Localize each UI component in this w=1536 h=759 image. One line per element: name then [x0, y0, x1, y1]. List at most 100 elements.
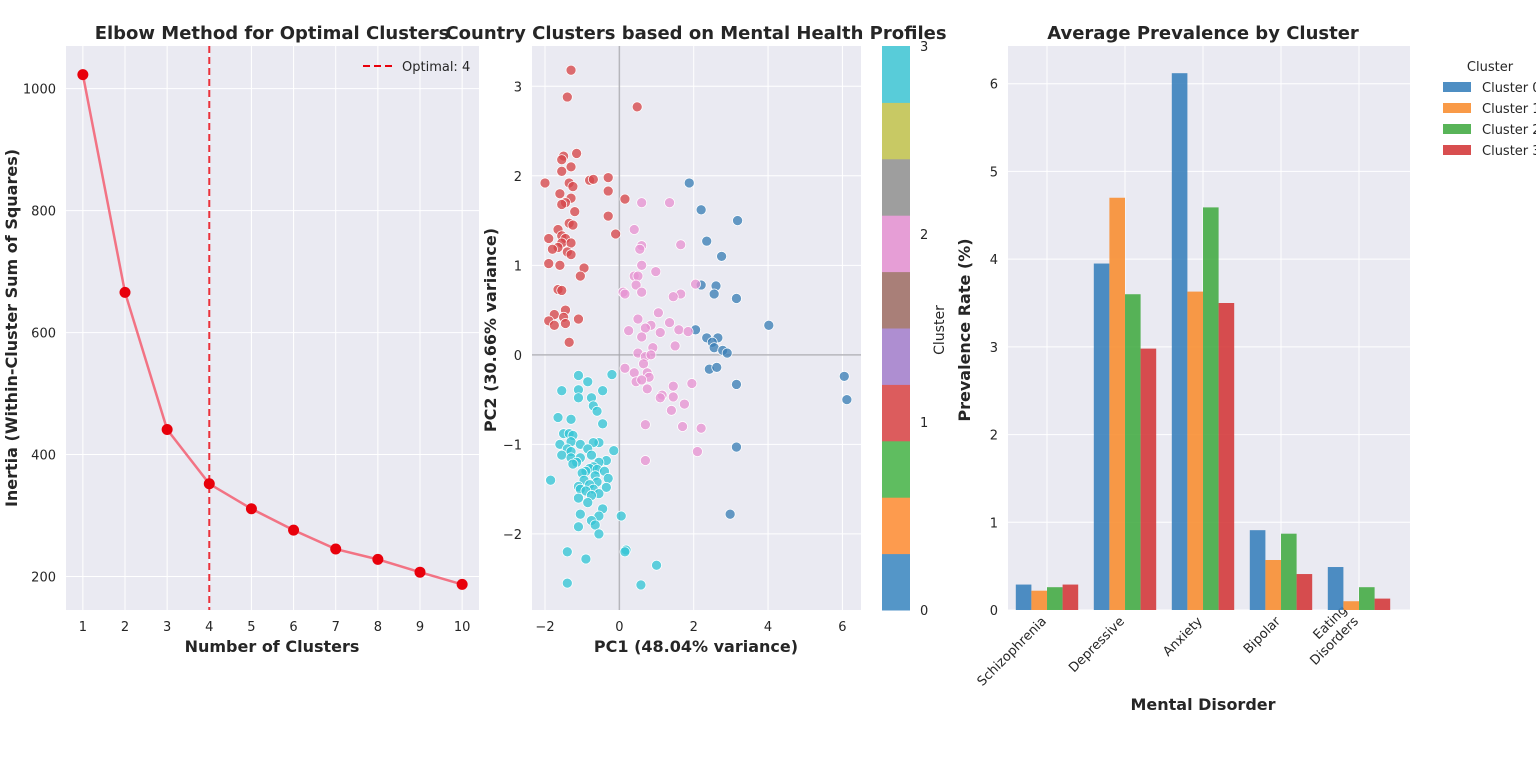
scatter-point — [556, 285, 568, 296]
colorbar-segment — [882, 158, 910, 216]
bar-legend-title: Cluster — [1467, 60, 1514, 75]
scatter-point — [589, 519, 601, 531]
elbow-x-tick-label: 4 — [205, 620, 213, 635]
scatter-point — [653, 307, 664, 319]
bar-legend-label: Cluster 1 — [1482, 102, 1536, 117]
scatter-point — [683, 177, 695, 189]
elbow-y-tick-label: 200 — [31, 570, 56, 585]
scatter-point — [724, 508, 736, 520]
elbow-series-line — [81, 74, 463, 586]
scatter-point — [597, 418, 608, 430]
scatter-point — [563, 336, 575, 348]
bar-category-label: Anxiety — [1160, 614, 1206, 660]
bar — [1187, 291, 1203, 610]
elbow-x-tick-label: 2 — [121, 620, 129, 635]
elbow-x-tick-label: 8 — [374, 620, 382, 635]
scatter-point — [667, 291, 679, 303]
elbow-y-tick-label: 400 — [31, 449, 56, 464]
scatter-point — [632, 313, 644, 325]
elbow-chart: 1 2 3 4 5 6 7 8 9 10 200 400 600 800 1000 Elbow Method… — [2, 23, 479, 656]
scatter-point — [636, 197, 648, 209]
scatter-point — [602, 473, 614, 484]
colorbar-tick-label: 2 — [920, 228, 928, 243]
scatter-point — [560, 318, 571, 329]
scatter-point — [731, 441, 742, 453]
scatter-point — [619, 546, 631, 558]
bar-legend-swatch — [1443, 124, 1471, 134]
scatter-marks: −2 0 2 4 6 −2 −1 0 1 2 3 — [503, 46, 861, 635]
elbow-ylabel: Inertia (Within-Cluster Sum of Squares) — [2, 149, 21, 507]
scatter-point — [573, 392, 584, 404]
scatter-point — [636, 286, 648, 298]
scatter-point — [654, 392, 666, 404]
scatter-point — [565, 64, 577, 76]
scatter-point — [561, 546, 573, 558]
colorbar-segment — [882, 215, 910, 273]
bar-legend-label: Cluster 3 — [1482, 144, 1536, 159]
scatter-point — [623, 325, 635, 337]
colorbar-segment — [882, 102, 910, 160]
scatter-point — [628, 367, 640, 379]
colorbar-tick-label: 0 — [920, 604, 928, 619]
elbow-point — [372, 553, 384, 565]
bar — [1218, 303, 1235, 610]
scatter-point — [669, 340, 681, 352]
elbow-legend: Optimal: 4 — [363, 60, 470, 75]
scatter-point — [615, 510, 627, 522]
bar-legend-swatch — [1443, 145, 1471, 155]
scatter-point — [556, 165, 568, 177]
elbow-x-tick-label: 1 — [79, 620, 87, 635]
scatter-point — [602, 210, 614, 222]
scatter-point — [602, 172, 614, 183]
scatter-point — [608, 445, 620, 456]
bar-y-tick-label: 1 — [990, 516, 998, 531]
scatter-point — [610, 228, 621, 240]
scatter-point — [651, 559, 662, 571]
scatter-point — [701, 235, 713, 247]
scatter-point — [556, 385, 568, 397]
scatter-point — [695, 422, 707, 434]
bar-y-tick-label: 6 — [990, 78, 998, 93]
bar — [1281, 533, 1297, 610]
colorbar-tick-label: 3 — [920, 40, 928, 55]
elbow-y-tick-label: 800 — [31, 205, 56, 220]
elbow-point — [161, 424, 173, 436]
elbow-plot-area — [66, 46, 479, 610]
scatter-point — [690, 278, 701, 290]
scatter-point — [732, 215, 743, 226]
colorbar-segment — [882, 384, 910, 442]
scatter-point — [628, 224, 640, 235]
elbow-x-tick-label: 10 — [454, 620, 471, 635]
scatter-title: Country Clusters based on Mental Health … — [445, 23, 946, 44]
scatter-y-tick-label: 1 — [514, 259, 522, 274]
scatter-point — [597, 385, 608, 397]
bar — [1249, 530, 1266, 610]
scatter-x-tick-label: 0 — [615, 620, 623, 635]
bar — [1171, 73, 1188, 611]
scatter-point — [675, 239, 687, 251]
scatter-point — [640, 455, 651, 466]
scatter-point — [574, 508, 586, 520]
scatter-point — [667, 391, 679, 403]
scatter-x-tick-label: 2 — [690, 620, 698, 635]
scatter-point — [587, 174, 599, 185]
bar-y-tick-label: 5 — [990, 165, 998, 180]
elbow-title: Elbow Method for Optimal Clusters — [95, 23, 450, 44]
scatter-point — [547, 243, 558, 255]
scatter-xlabel: PC1 (48.04% variance) — [594, 637, 798, 656]
bar-legend-label: Cluster 0 — [1482, 81, 1536, 96]
colorbar-segment — [882, 497, 910, 555]
elbow-point — [456, 578, 468, 590]
scatter-point — [601, 482, 612, 493]
scatter-point — [543, 233, 555, 244]
elbow-point — [77, 69, 89, 81]
bar-y-tick-label: 3 — [990, 341, 998, 356]
scatter-point — [679, 398, 690, 410]
scatter-point — [561, 91, 573, 103]
bar — [1125, 294, 1141, 610]
scatter-point — [574, 270, 586, 282]
scatter-point — [565, 413, 577, 425]
bar — [1109, 197, 1125, 611]
scatter-ylabel: PC2 (30.66% variance) — [481, 228, 500, 432]
